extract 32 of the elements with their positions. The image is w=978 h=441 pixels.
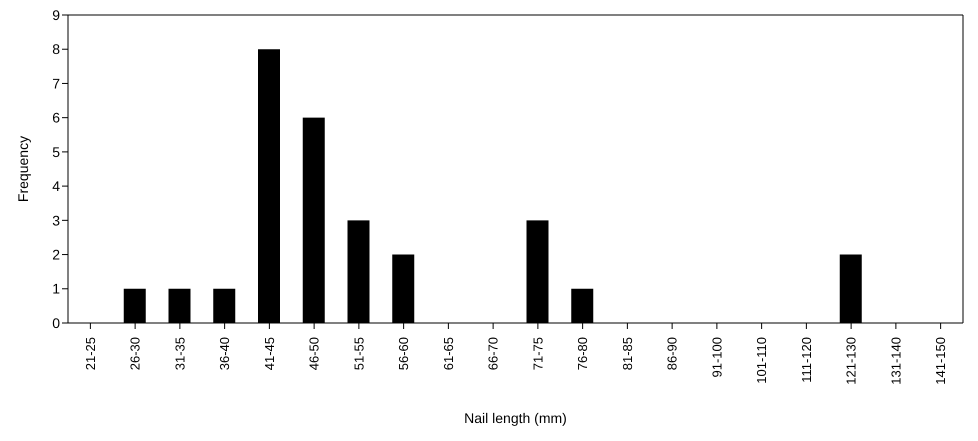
y-tick-label: 7 <box>52 75 60 92</box>
y-tick-label: 4 <box>52 178 60 194</box>
x-tick-label: 51-55 <box>351 337 366 370</box>
y-tick-label: 8 <box>52 41 60 58</box>
y-tick-label: 2 <box>52 246 60 263</box>
x-axis-title: Nail length (mm) <box>464 410 567 426</box>
y-tick-label: 9 <box>52 6 60 23</box>
x-tick-label: 101-110 <box>754 337 770 384</box>
x-tick-label: 86-90 <box>664 337 680 370</box>
x-tick-label: 41-45 <box>262 337 277 370</box>
y-tick-label: 3 <box>52 212 60 228</box>
x-tick-label: 71-75 <box>530 337 546 370</box>
x-tick-label: 56-60 <box>396 337 412 370</box>
y-tick-label: 6 <box>52 110 60 126</box>
x-tick-label: 21-25 <box>82 337 98 370</box>
x-tick-label: 91-100 <box>709 337 724 378</box>
x-tick-label: 141-150 <box>933 337 948 385</box>
y-tick-label: 5 <box>52 144 60 160</box>
y-tick-label: 0 <box>52 314 60 331</box>
x-tick-label: 31-35 <box>172 337 188 370</box>
x-tick-label: 36-40 <box>217 337 232 370</box>
x-tick-label: 66-70 <box>486 337 501 370</box>
x-tick-label: 61-65 <box>440 337 456 370</box>
x-tick-label: 121-130 <box>844 337 859 385</box>
x-tick-label: 76-80 <box>575 337 590 370</box>
x-tick-label: 46-50 <box>306 337 322 370</box>
y-axis-title: Frequency <box>14 136 31 202</box>
x-tick-label: 111-120 <box>798 337 814 383</box>
x-tick-label: 81-85 <box>620 337 635 370</box>
x-tick-label: 131-140 <box>888 337 904 385</box>
x-tick-label: 26-30 <box>128 337 143 370</box>
y-tick-label: 1 <box>52 280 60 297</box>
